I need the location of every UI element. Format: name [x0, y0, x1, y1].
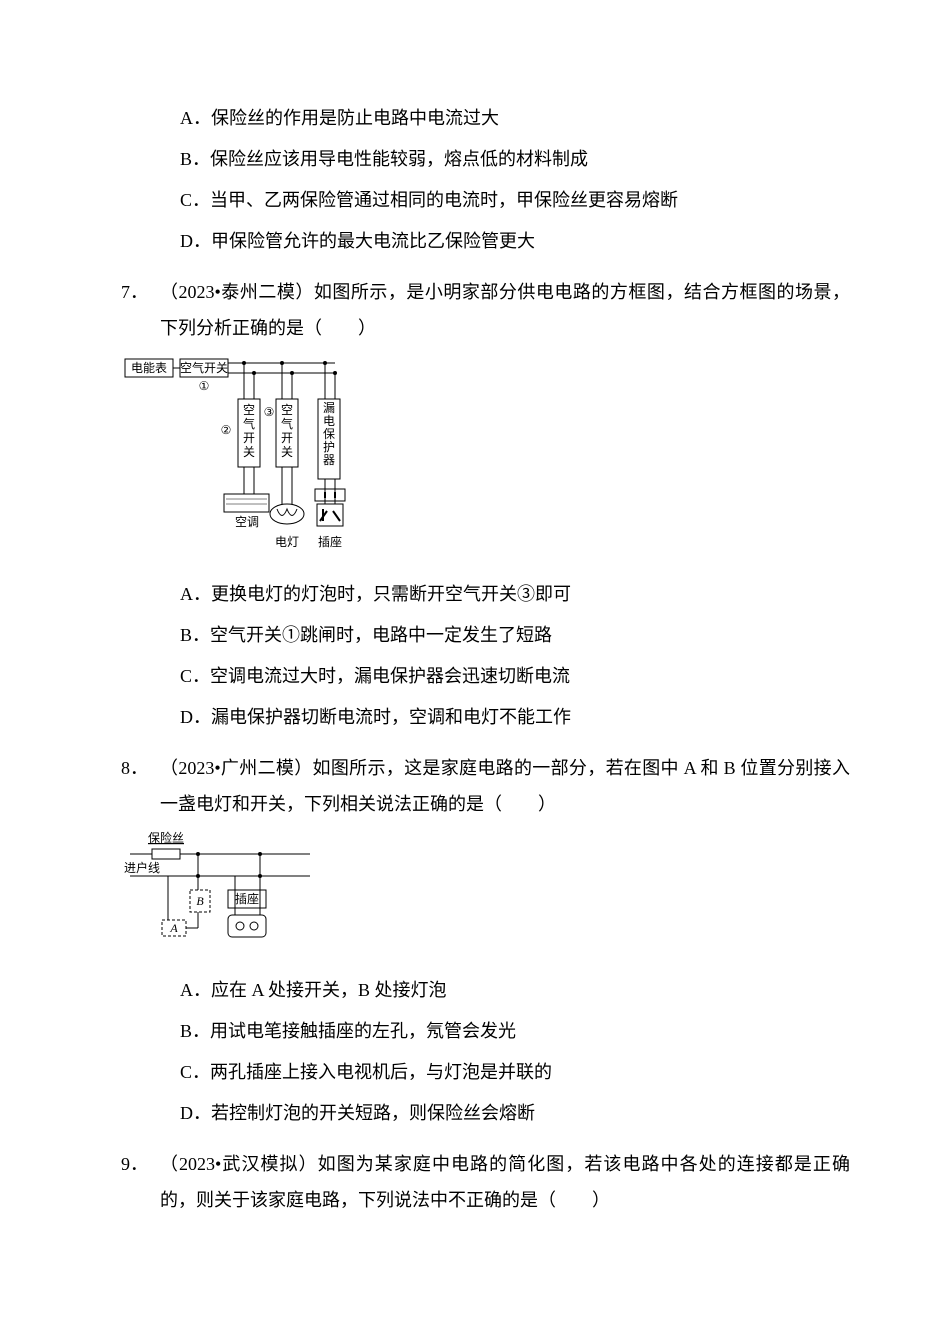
svg-text:器: 器 [323, 453, 335, 467]
q7-option-b: B．空气开关①跳闸时，电路中一定发生了短路 [160, 617, 850, 653]
svg-text:插座: 插座 [235, 891, 259, 906]
svg-text:开: 开 [243, 431, 255, 445]
svg-text:保险丝: 保险丝 [148, 830, 184, 845]
svg-text:空: 空 [281, 403, 293, 417]
svg-text:②: ② [221, 423, 232, 437]
svg-text:进户线: 进户线 [124, 860, 160, 875]
q7-diagram: 电能表 空气开关 ① 空 气 开 关 ② 空 气 开 关 ③ [120, 354, 850, 566]
q8-option-c: C．两孔插座上接入电视机后，与灯泡是并联的 [160, 1054, 850, 1090]
option-c: C．当甲、乙两保险管通过相同的电流时，甲保险丝更容易熔断 [160, 182, 850, 218]
q7-option-c: C．空调电流过大时，漏电保护器会迅速切断电流 [160, 658, 850, 694]
svg-text:空: 空 [243, 403, 255, 417]
svg-text:B: B [196, 894, 204, 908]
svg-text:护: 护 [323, 440, 335, 454]
question-number-8: 8． [120, 750, 160, 786]
q8-option-d: D．若控制灯泡的开关短路，则保险丝会熔断 [160, 1095, 850, 1131]
svg-text:空调: 空调 [235, 515, 259, 529]
option-a: A．保险丝的作用是防止电路中电流过大 [160, 100, 850, 136]
q7-stem: （2023•泰州二模）如图所示，是小明家部分供电电路的方框图，结合方框图的场景，… [160, 274, 850, 346]
option-b: B．保险丝应该用导电性能较弱，熔点低的材料制成 [160, 141, 850, 177]
svg-text:③: ③ [264, 405, 275, 419]
svg-text:①: ① [199, 379, 210, 393]
q7-option-a: A．更换电灯的灯泡时，只需断开空气开关③即可 [160, 576, 850, 612]
svg-text:保: 保 [323, 427, 335, 441]
svg-text:电灯: 电灯 [275, 535, 299, 549]
svg-text:电: 电 [323, 414, 335, 428]
q8-stem: （2023•广州二模）如图所示，这是家庭电路的一部分，若在图中 A 和 B 位置… [160, 750, 850, 822]
svg-text:气: 气 [243, 416, 255, 431]
svg-text:漏: 漏 [323, 401, 335, 415]
svg-text:A: A [169, 921, 178, 935]
svg-text:关: 关 [281, 445, 293, 459]
q9-stem: （2023•武汉模拟）如图为某家庭中电路的简化图，若该电路中各处的连接都是正确的… [160, 1146, 850, 1218]
question-number-9: 9． [120, 1146, 160, 1182]
svg-text:空气开关: 空气开关 [180, 360, 228, 375]
svg-text:开: 开 [281, 431, 293, 445]
q8-option-a: A．应在 A 处接开关，B 处接灯泡 [160, 972, 850, 1008]
svg-text:插座: 插座 [318, 534, 342, 549]
q8-diagram: 保险丝 进户线 B A 插座 [120, 830, 850, 962]
svg-text:电能表: 电能表 [131, 361, 167, 375]
q7-option-d: D．漏电保护器切断电流时，空调和电灯不能工作 [160, 699, 850, 735]
question-number-7: 7． [120, 274, 160, 310]
svg-text:关: 关 [243, 445, 255, 459]
q8-option-b: B．用试电笔接触插座的左孔，氖管会发光 [160, 1013, 850, 1049]
svg-text:气: 气 [281, 416, 293, 431]
option-d: D．甲保险管允许的最大电流比乙保险管更大 [160, 223, 850, 259]
